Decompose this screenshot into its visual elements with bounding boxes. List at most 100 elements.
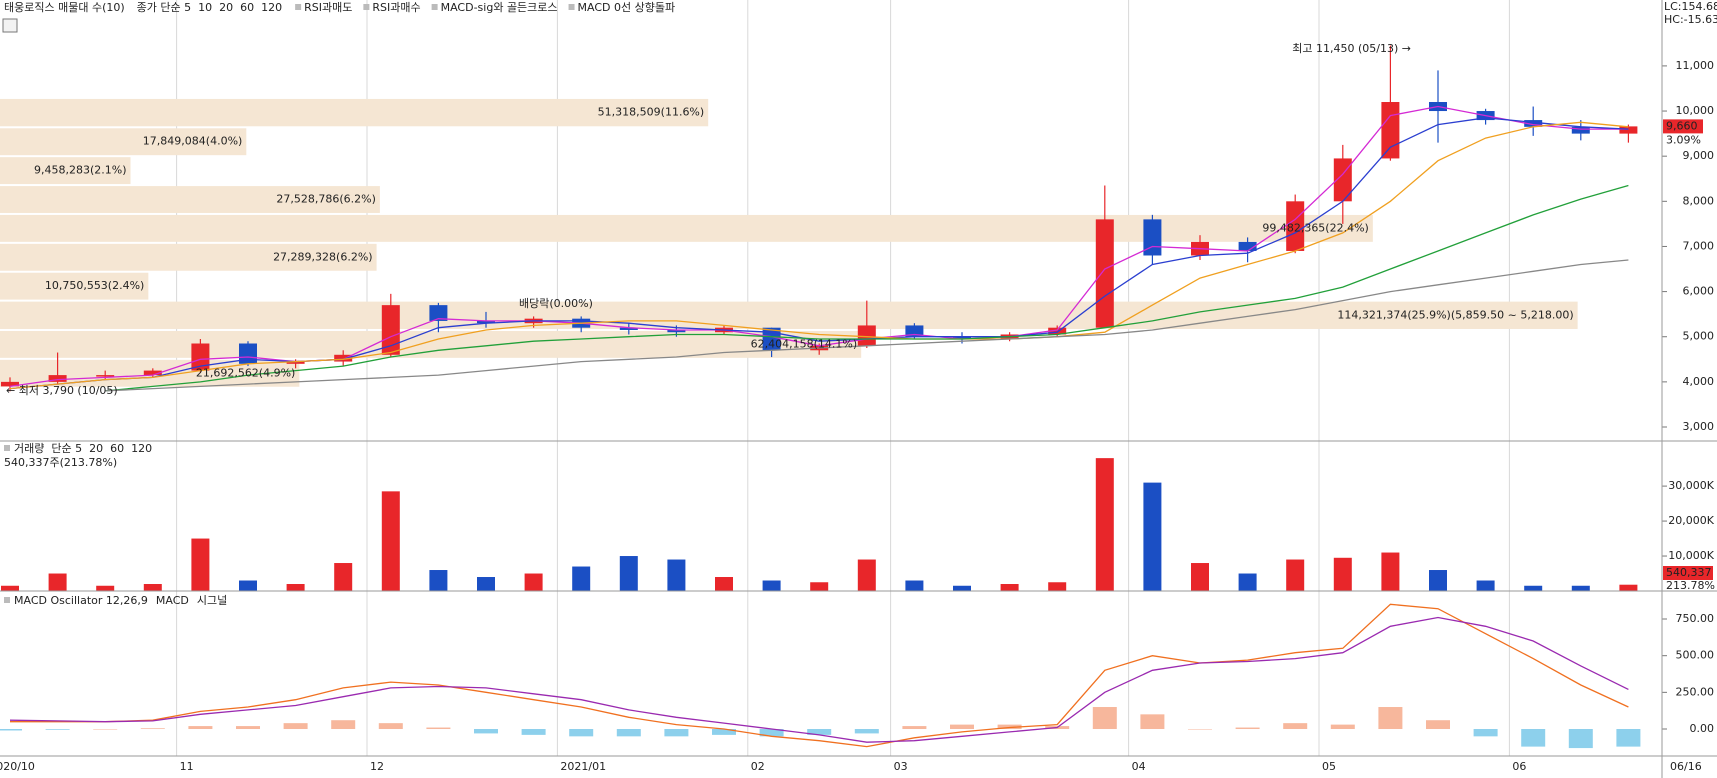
oscillator-bar [378,723,403,730]
volume-bar [1095,458,1114,591]
x-tick-label: 2021/01 [560,760,606,773]
legend-entry: RSI과매수 [372,1,420,14]
volume-bar [48,573,67,591]
macd-line [10,603,1629,748]
ma-line [9,121,1629,390]
candle-body [1619,126,1638,134]
volume-bar [1381,552,1400,591]
y-tick-label: 11,000 [1676,59,1715,72]
last-price-box [1663,119,1703,134]
volume-bar [857,559,876,591]
oscillator-bar [1140,714,1165,730]
oscillator-bar [712,729,736,735]
y-tick-label: 8,000 [1683,194,1715,207]
oscillator-bar [331,720,356,730]
oscillator-bar [283,723,308,730]
legend-entry: MACD-sig와 골든크로스 [441,1,558,14]
x-tick-label: 11 [180,760,194,773]
candle-body [1,381,19,387]
legend-entry: 60 [110,442,124,455]
last-volume-ratio: 213.78% [1666,579,1715,592]
legend-entry: RSI과매도 [304,1,352,14]
volume-bar [762,580,781,591]
legend-entry: MACD 0선 상향돌파 [578,1,676,14]
oscillator-bar [45,729,70,730]
oscillator-bar [426,727,451,730]
legend-entry: 단순 5 [51,442,82,455]
x-tick-label: 12 [370,760,384,773]
profile-bar [0,98,709,127]
candle-body [953,336,971,339]
y-tick-label: 6,000 [1683,285,1715,298]
legend-entry: 20 [89,442,103,455]
volume-bar [477,577,495,591]
legend-swatch [363,4,370,10]
legend-entry: 60 [240,1,254,14]
oscillator-bar [1616,729,1641,747]
y-tick-label: 3,000 [1683,420,1715,433]
volume-bar [143,584,162,591]
volume-bar [1191,563,1209,591]
oscillator-bar [854,729,879,734]
profile-label: 27,528,786(6.2%) [276,193,376,206]
corner-label: HC:-15.63 [1664,13,1717,26]
legend-swatch [295,4,302,10]
profile-bar [0,186,380,213]
corner-label: LC:154.68 [1664,0,1717,13]
legend-entry: 종가 단순 5 [137,1,191,14]
annotation: 배당락(0.00%) [519,297,593,310]
volume-bar [667,559,686,591]
panel-info: 540,337주(213.78%) [4,456,117,469]
profile-label: 114,321,374(25.9%)(5,859.50 ~ 5,218.00) [1337,308,1573,321]
candle-body [1524,120,1543,127]
legend-entry: 시그널 [197,594,227,607]
legend-entry: 120 [261,1,282,14]
marks [0,45,1641,749]
y-tick-label: 0.00 [1690,722,1715,735]
oscillator-bar [236,726,260,730]
candle-body [1095,219,1114,328]
candle-body [1238,241,1257,251]
volume-bar [1429,570,1447,591]
candle-body [239,343,257,364]
y-tick-label: 4,000 [1683,375,1715,388]
annotation: ← 최저 3,790 (10/05) [6,384,118,397]
volume-bar [1571,585,1590,591]
oscillator-bar [997,724,1022,730]
profile-label: 10,750,553(2.4%) [45,279,145,292]
oscillator-bar [1235,727,1260,730]
volume-bar [1,585,19,591]
oscillator-bar [1092,707,1117,730]
chart-title: 태웅로직스 매물대 수(10) [4,1,125,14]
candle-body [1571,126,1590,134]
legend-entry: MACD Oscillator 12,26,9 [14,594,148,607]
last-change-label: 3.09% [1666,133,1701,146]
oscillator-bar [569,729,594,737]
volume-bar [239,580,257,591]
y-tick-label: 5,000 [1683,330,1715,343]
oscillator-bar [1426,720,1450,730]
oscillator-bar [807,729,832,735]
volume-bar [619,556,638,591]
legend-entry: 120 [131,442,152,455]
profile-bar [0,157,131,185]
oscillator-bar [759,729,784,737]
candle-body [619,327,638,330]
candle-body [191,343,210,371]
oscillator-bar [902,726,927,730]
candle-body [334,354,353,362]
volume-bar [1619,584,1638,591]
x-tick-label: 06 [1512,760,1526,773]
candle-body [143,370,162,376]
annotation: 최고 11,450 (05/13) → [1292,42,1411,55]
volume-bar [1524,585,1543,591]
candle-body [286,361,305,364]
candle-body [477,320,495,324]
profile-label: 9,458,283(2.1%) [34,164,127,177]
oscillator-bar [0,729,22,731]
grid-icon[interactable] [2,18,18,33]
last-price-label: 9,660 [1666,119,1698,132]
x-tick-label: 2020/10 [0,760,35,773]
profile-label: 17,849,084(4.0%) [143,135,243,148]
